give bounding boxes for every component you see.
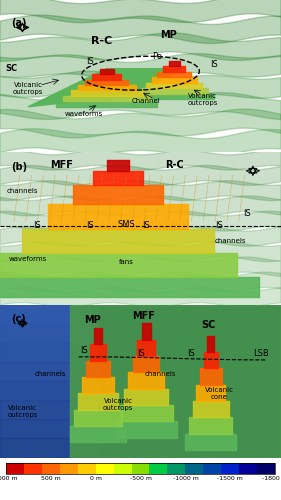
Text: IS: IS bbox=[243, 209, 251, 218]
Text: MFF: MFF bbox=[50, 160, 73, 170]
Text: channels: channels bbox=[215, 238, 246, 244]
Text: Volcanic
outcrops: Volcanic outcrops bbox=[187, 92, 217, 106]
Text: waveforms: waveforms bbox=[9, 256, 47, 262]
Text: IS: IS bbox=[86, 221, 94, 230]
Text: SC: SC bbox=[5, 64, 17, 73]
Bar bbox=[185, 463, 203, 474]
Polygon shape bbox=[28, 68, 183, 106]
Bar bbox=[42, 463, 60, 474]
Text: 0 m: 0 m bbox=[90, 476, 101, 481]
Bar bbox=[0, 400, 98, 419]
Bar bbox=[6, 463, 275, 474]
Bar bbox=[114, 463, 132, 474]
Text: Volcanic
outcrops: Volcanic outcrops bbox=[103, 398, 133, 410]
Text: (a): (a) bbox=[11, 18, 27, 28]
Text: SMS: SMS bbox=[117, 220, 135, 228]
Text: channels: channels bbox=[144, 370, 176, 376]
Bar bbox=[0, 438, 98, 458]
Text: channels: channels bbox=[7, 188, 38, 194]
Bar bbox=[96, 463, 114, 474]
Text: 1000 m: 1000 m bbox=[0, 476, 17, 481]
Text: Volcanic
cone: Volcanic cone bbox=[205, 387, 234, 400]
Polygon shape bbox=[0, 305, 98, 458]
Bar bbox=[257, 463, 275, 474]
Text: fans: fans bbox=[119, 260, 134, 266]
Text: Channel: Channel bbox=[132, 98, 160, 103]
Text: IS: IS bbox=[33, 221, 40, 230]
Text: IS: IS bbox=[137, 350, 144, 358]
Text: 500 m: 500 m bbox=[41, 476, 60, 481]
Text: Volcanic
outcrops: Volcanic outcrops bbox=[7, 405, 38, 418]
Bar bbox=[221, 463, 239, 474]
Text: -1500 m: -1500 m bbox=[217, 476, 243, 481]
Text: Po: Po bbox=[152, 52, 162, 61]
Text: MP: MP bbox=[160, 30, 177, 40]
Bar bbox=[0, 381, 98, 400]
Bar bbox=[78, 463, 96, 474]
Text: channels: channels bbox=[35, 370, 66, 376]
Text: -1000 m: -1000 m bbox=[173, 476, 198, 481]
Bar bbox=[239, 463, 257, 474]
Bar bbox=[132, 463, 149, 474]
Bar bbox=[203, 463, 221, 474]
Bar bbox=[0, 420, 98, 438]
Text: IS: IS bbox=[86, 56, 94, 66]
Text: IS: IS bbox=[142, 221, 150, 230]
Text: IS: IS bbox=[215, 221, 223, 230]
Bar bbox=[167, 463, 185, 474]
Text: SC: SC bbox=[201, 320, 215, 330]
Bar bbox=[60, 463, 78, 474]
Text: MP: MP bbox=[84, 316, 101, 325]
Text: -500 m: -500 m bbox=[130, 476, 151, 481]
Bar bbox=[70, 305, 281, 458]
Text: IS: IS bbox=[80, 346, 88, 355]
Bar bbox=[0, 362, 98, 381]
Text: (c): (c) bbox=[11, 314, 26, 324]
Bar bbox=[149, 463, 167, 474]
Text: MFF: MFF bbox=[132, 310, 155, 320]
Text: LSB: LSB bbox=[253, 350, 269, 358]
Bar bbox=[0, 343, 98, 362]
Text: R-C: R-C bbox=[165, 160, 183, 170]
Text: R-C: R-C bbox=[90, 36, 112, 46]
Text: IS: IS bbox=[210, 60, 217, 68]
Text: -1800 m: -1800 m bbox=[262, 476, 281, 481]
Text: (b): (b) bbox=[11, 162, 27, 172]
Text: Volcanic
outcrops: Volcanic outcrops bbox=[13, 82, 43, 95]
Bar bbox=[6, 463, 24, 474]
Bar bbox=[24, 463, 42, 474]
Bar bbox=[0, 324, 98, 343]
Text: waveforms: waveforms bbox=[65, 112, 103, 117]
Text: IS: IS bbox=[187, 350, 195, 358]
Bar bbox=[0, 305, 98, 324]
